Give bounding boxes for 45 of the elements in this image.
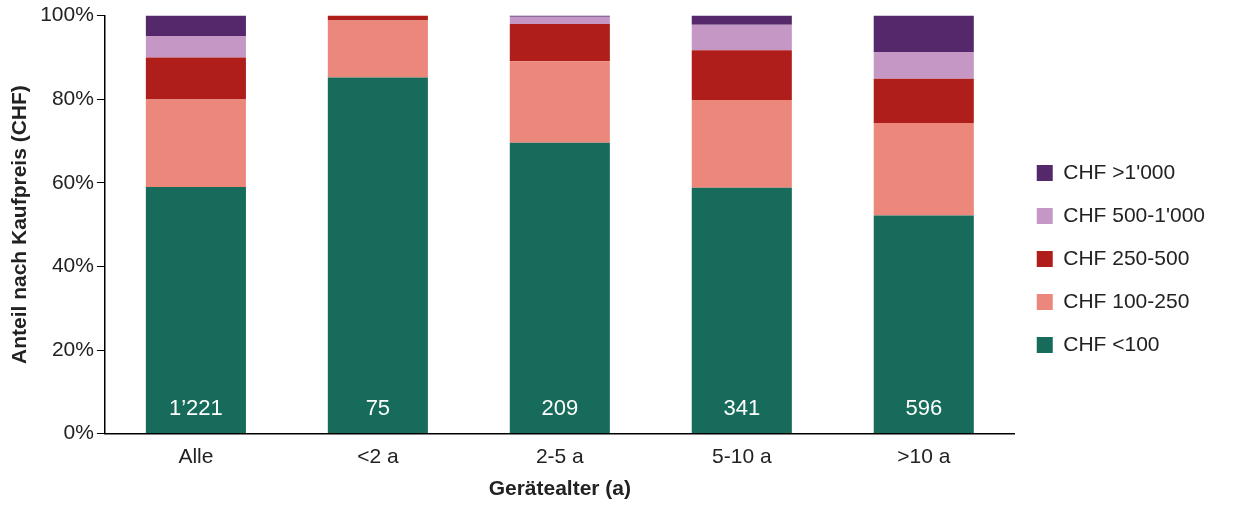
x-tick-label: >10 a (897, 444, 951, 467)
bar (691, 187, 792, 434)
x-tick-label: Alle (178, 444, 214, 467)
bar (509, 142, 610, 434)
bar (873, 51, 974, 79)
bar (691, 50, 792, 101)
legend-label: CHF >1'000 (1063, 159, 1176, 183)
bar (509, 61, 610, 143)
bar (873, 15, 974, 52)
annotation: 1’221 (168, 394, 223, 420)
y-axis-title: Anteil nach Kaufpreis (CHF) (7, 85, 31, 365)
bar (691, 100, 792, 188)
annotation: 75 (365, 394, 391, 420)
bar (509, 23, 610, 62)
legend-label: CHF 250-500 (1063, 245, 1190, 269)
y-tick-label: 40% (51, 253, 94, 277)
bar (145, 15, 246, 37)
bar (509, 16, 610, 24)
x-axis-title: Gerätealter (a) (488, 476, 632, 500)
y-tick-label: 100% (40, 2, 94, 26)
bar (327, 15, 428, 21)
annotation: 596 (905, 394, 943, 420)
legend-label: CHF 500-1'000 (1063, 202, 1205, 226)
bar (691, 24, 792, 51)
y-tick-label: 0% (63, 420, 94, 444)
y-tick-label: 20% (51, 336, 94, 360)
legend-label: CHF 100-250 (1063, 288, 1190, 312)
bar (145, 186, 246, 434)
bar (873, 215, 974, 434)
bar (145, 57, 246, 100)
x-tick-label: 2-5 a (535, 444, 585, 467)
bar (145, 36, 246, 58)
bar (327, 20, 428, 78)
bar (145, 99, 246, 187)
bar (873, 78, 974, 124)
y-tick-label: 80% (51, 86, 94, 109)
x-tick-label: 5-10 a (712, 444, 772, 467)
legend-label: CHF <100 (1063, 331, 1160, 355)
bar (691, 15, 792, 25)
y-tick-label: 60% (51, 169, 94, 193)
bar (873, 123, 974, 216)
annotation: 341 (723, 394, 761, 420)
bar (327, 77, 428, 434)
annotation: 209 (541, 394, 579, 420)
x-tick-label: <2 a (357, 444, 399, 467)
